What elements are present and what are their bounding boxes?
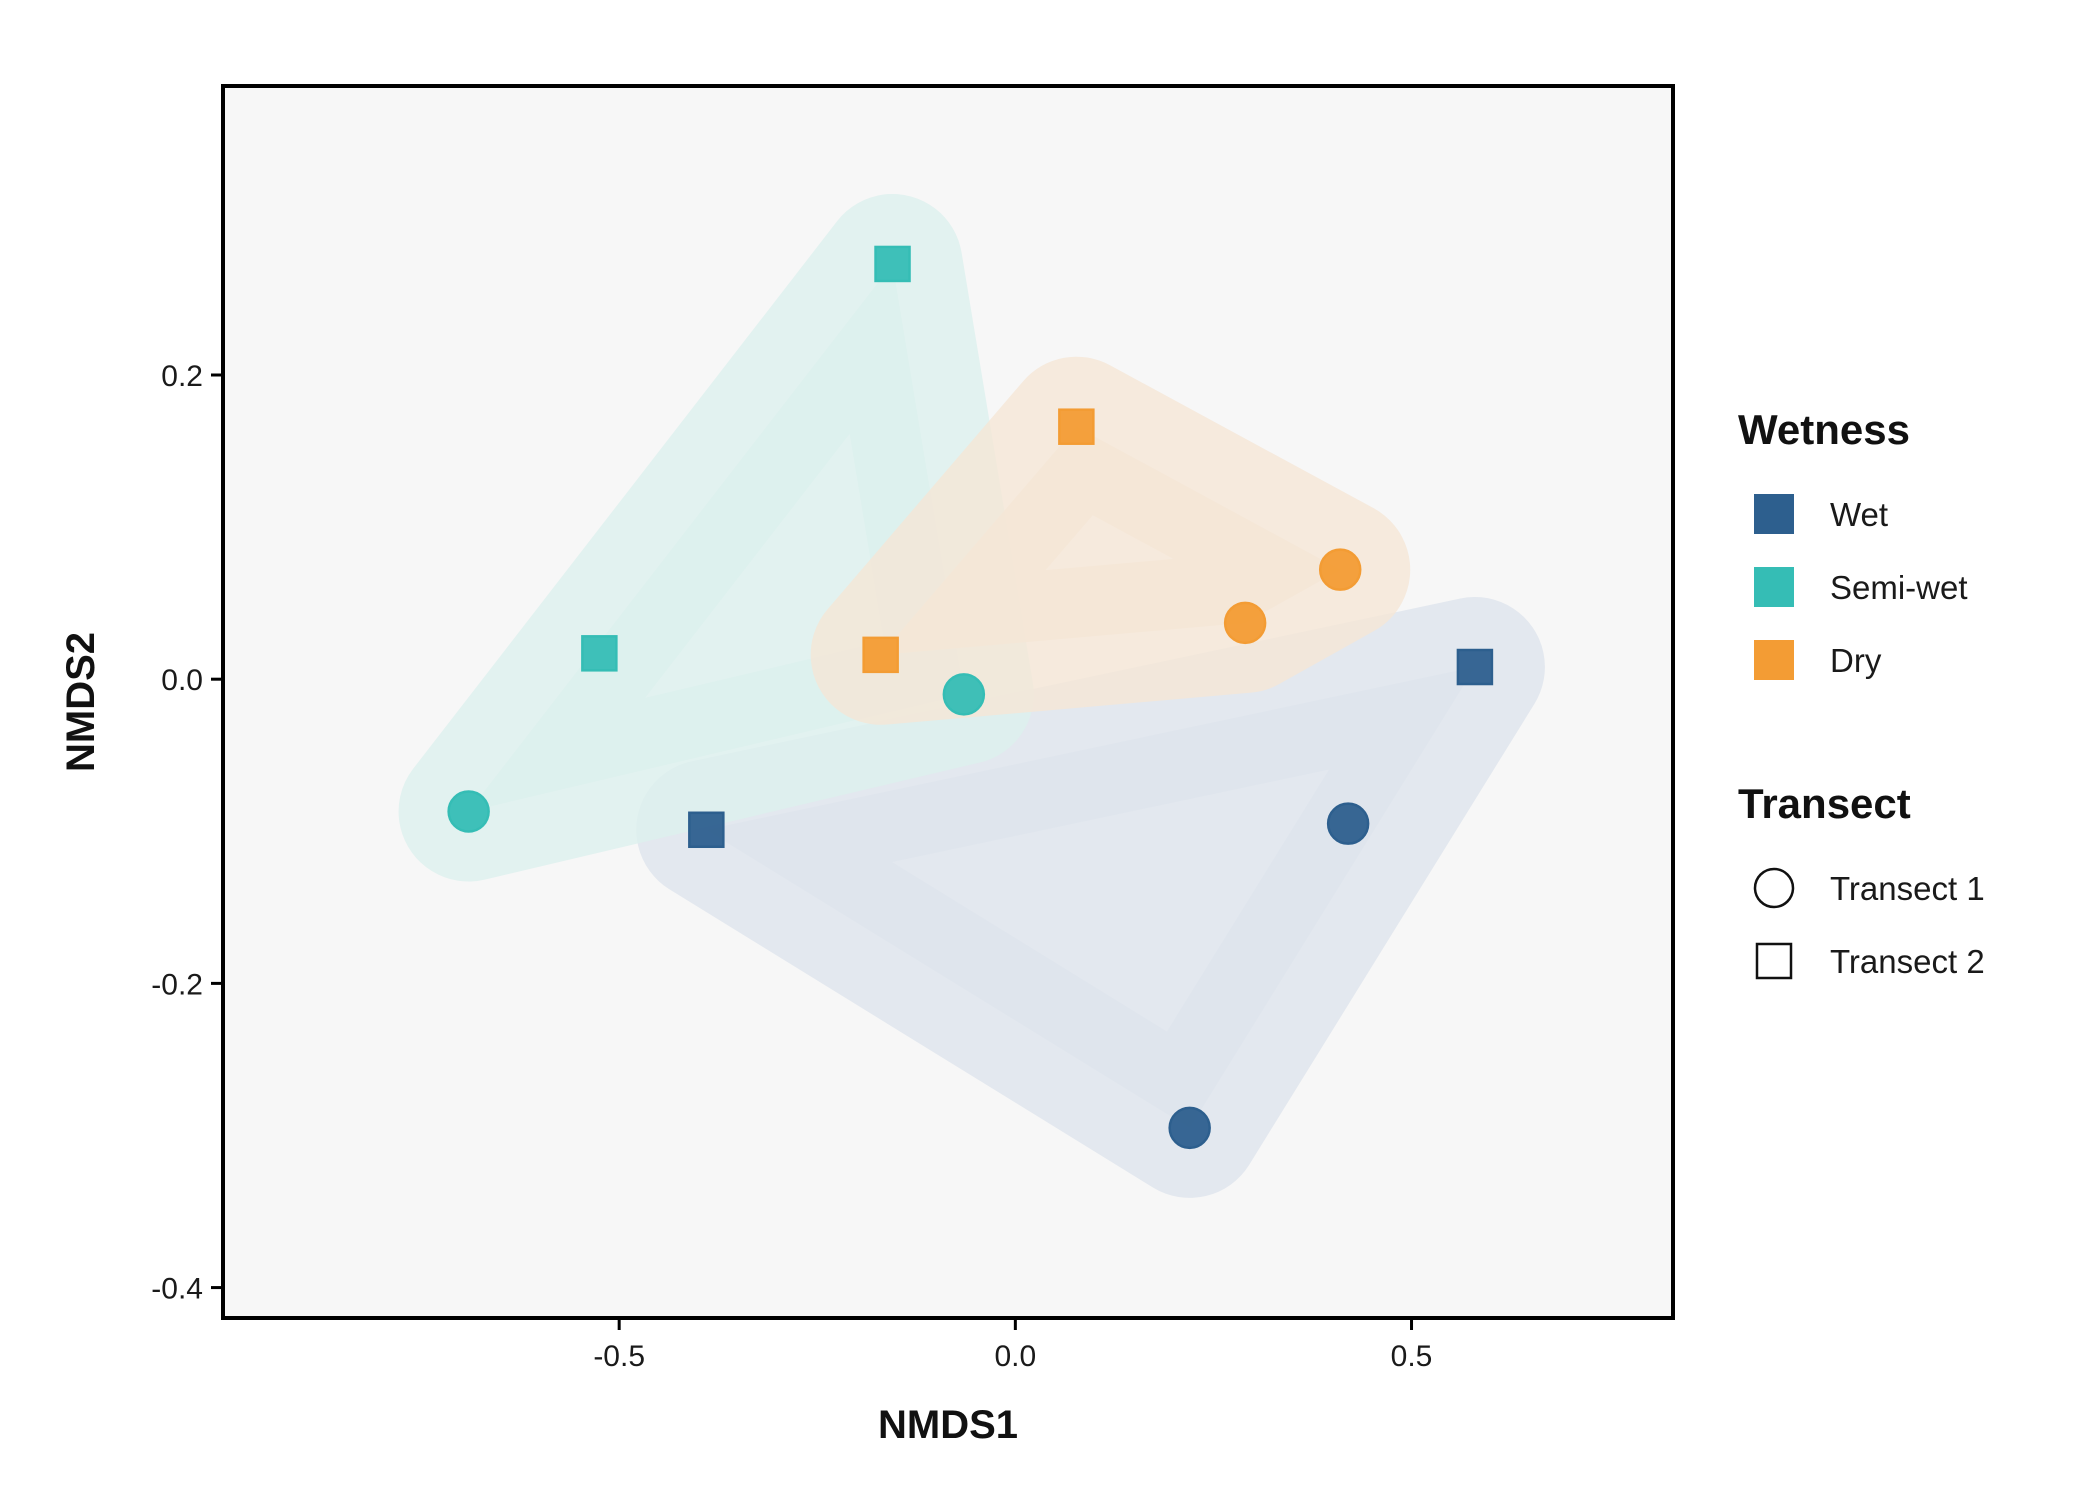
point-dry-2	[1318, 548, 1362, 591]
legend-label-wet: Wet	[1830, 496, 1888, 533]
x-tick-label: 0.5	[1391, 1340, 1433, 1373]
legend-label-transect-1: Transect 1	[1830, 870, 1985, 907]
point-wet-1	[1168, 1106, 1211, 1150]
point-dry-3	[862, 636, 899, 674]
point-dry-1	[1223, 601, 1267, 645]
plot-border	[221, 84, 1675, 1320]
y-axis-title: NMDS2	[59, 632, 103, 772]
x-tick-label: 0.0	[994, 1340, 1036, 1373]
legend-label-semi-wet: Semi-wet	[1830, 569, 1968, 606]
axis-layer: -0.5 0.0 0.5 -0.4 -0.2 0.0 0.2	[151, 360, 1432, 1373]
legend-key-dry	[1754, 640, 1794, 680]
point-layer	[447, 245, 1494, 1150]
point-wet-4	[688, 811, 725, 849]
y-tick-label: -0.4	[151, 1273, 203, 1306]
legend-key-semi-wet	[1754, 567, 1794, 607]
point-wet-2	[1326, 802, 1370, 845]
legend: Wetness Wet Semi-wet Dry Transect Transect 1 T…	[1738, 406, 1985, 980]
legend-key-transect-1	[1753, 867, 1795, 909]
y-tick-label: 0.0	[161, 664, 203, 697]
legend-key-transect-2	[1755, 942, 1793, 980]
legend-title-transect: Transect	[1738, 780, 1911, 827]
legend-label-dry: Dry	[1830, 642, 1882, 679]
point-semi-wet-3	[581, 635, 618, 672]
legend-key-wet	[1754, 494, 1794, 534]
point-semi-wet-1	[447, 790, 490, 833]
x-axis-title: NMDS1	[878, 1403, 1018, 1447]
x-tick-label: -0.5	[593, 1340, 645, 1373]
y-tick-label: 0.2	[161, 360, 203, 393]
hull-wet	[636, 597, 1545, 1198]
y-tick-label: -0.2	[151, 968, 203, 1001]
legend-label-transect-2: Transect 2	[1830, 943, 1985, 980]
point-dry-4	[1058, 408, 1095, 445]
point-semi-wet-4	[874, 245, 911, 283]
point-wet-3	[1456, 648, 1494, 686]
point-semi-wet-2	[942, 673, 986, 716]
legend-title-wetness: Wetness	[1738, 406, 1910, 453]
